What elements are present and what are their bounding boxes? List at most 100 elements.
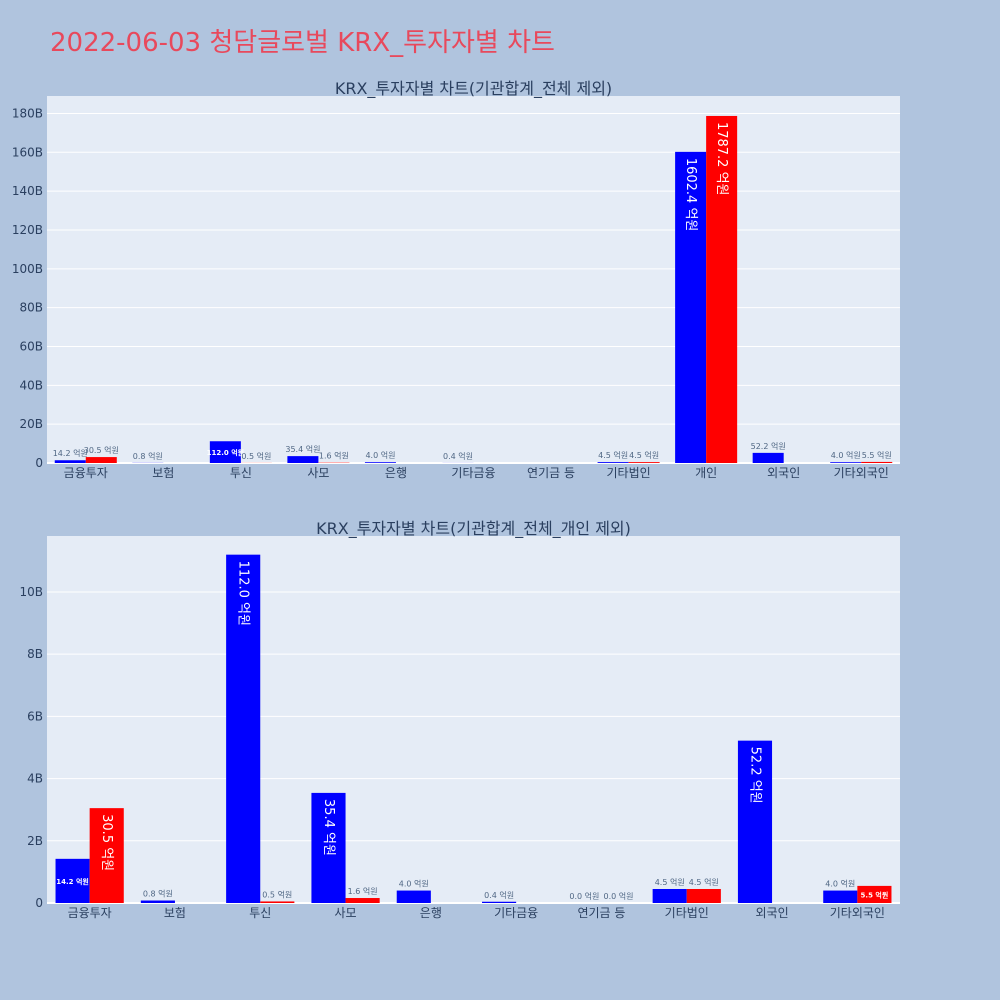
data-label: 0.0 억원: [604, 891, 634, 901]
y-tick-label: 2B: [27, 834, 43, 848]
chart-title: KRX_투자자별 차트(기관합계_전체_개인 제외): [316, 519, 631, 539]
x-tick-label: 은행: [420, 905, 442, 920]
x-tick-label: 기타법인: [607, 466, 651, 480]
x-tick-label: 연기금 등: [577, 906, 625, 920]
x-tick-label: 연기금 등: [527, 466, 575, 480]
bar: [823, 890, 858, 903]
x-tick-label: 기타금융: [494, 906, 538, 920]
x-tick-label: 기타법인: [665, 906, 709, 920]
data-label: 0.5 억원: [262, 889, 292, 899]
bar: [628, 462, 660, 463]
bar: [830, 462, 862, 463]
bar: [597, 462, 629, 463]
chart-1: 0 20B 40B 60B 80B 100B 120B 140B 160B 180B KRX_투자자…: [12, 79, 900, 480]
data-label: 0.5 억원: [241, 451, 271, 461]
data-label: 14.2 억원: [56, 877, 89, 886]
data-label: 14.2 억원: [53, 448, 88, 458]
y-tick-label: 140B: [12, 184, 43, 198]
y-tick-label: 100B: [12, 262, 43, 276]
bar: [652, 889, 687, 903]
bar: [85, 457, 117, 463]
bar: [260, 901, 295, 903]
data-label: 35.4 억원: [285, 444, 320, 454]
data-label: 1.6 억원: [319, 451, 349, 461]
bar: [311, 792, 346, 903]
y-tick-label: 60B: [19, 339, 43, 353]
data-label: 4.5 억원: [598, 450, 628, 460]
bar: [675, 151, 707, 463]
y-tick-label: 20B: [19, 417, 43, 431]
data-label: 0.8 억원: [143, 889, 173, 899]
bar: [686, 889, 721, 903]
bar: [482, 901, 517, 903]
data-label: 4.5 억원: [629, 450, 659, 460]
bar: [54, 460, 86, 463]
y-tick-label: 160B: [12, 145, 43, 159]
bar: [287, 456, 319, 463]
y-tick-label: 10B: [19, 585, 43, 599]
data-label: 52.2 억원: [747, 747, 762, 804]
y-tick-label: 0: [35, 456, 43, 470]
data-label: 0.8 억원: [133, 451, 163, 461]
x-tick-label: 은행: [385, 465, 407, 480]
bar: [364, 462, 396, 463]
data-label: 0.0 억원: [569, 891, 599, 901]
data-label: 30.5 억원: [99, 814, 114, 871]
data-label: 4.5 억원: [689, 877, 719, 887]
x-tick-label: 보험: [152, 466, 174, 480]
y-tick-label: 180B: [12, 106, 43, 120]
x-tick-label: 투신: [230, 466, 252, 480]
bar: [55, 858, 90, 903]
chart-title: KRX_투자자별 차트(기관합계_전체 제외): [335, 79, 612, 99]
x-tick-label: 사모: [307, 466, 329, 480]
y-tick-label: 0: [35, 896, 43, 910]
y-tick-label: 8B: [27, 647, 43, 661]
y-tick-label: 120B: [12, 223, 43, 237]
data-label: 4.5 억원: [655, 877, 685, 887]
y-tick-label: 40B: [19, 378, 43, 392]
y-tick-label: 80B: [19, 301, 43, 315]
data-label: 0.4 억원: [443, 451, 473, 461]
bar: [89, 808, 124, 903]
data-label: 112.0 억원: [207, 448, 244, 457]
data-label: 4.0 억원: [825, 879, 855, 889]
x-tick-label: 외국인: [767, 466, 800, 480]
data-label: 5.5 억원: [862, 450, 892, 460]
x-tick-label: 외국인: [755, 906, 788, 920]
data-label: 4.0 억원: [399, 879, 429, 889]
bar: [737, 740, 773, 903]
x-tick-label: 보험: [164, 906, 186, 920]
data-label: 1602.4 억원: [683, 158, 698, 232]
plot-area: [47, 96, 900, 463]
page-title: 2022-06-03 청담글로벌 KRX_투자자별 차트: [50, 28, 555, 58]
data-label: 4.0 억원: [831, 450, 861, 460]
x-tick-label: 기타금융: [451, 466, 495, 480]
x-tick-label: 기타외국인: [830, 906, 885, 920]
data-label: 1.6 억원: [348, 886, 378, 896]
data-label: 0.4 억원: [484, 890, 514, 900]
data-label: 30.5 억원: [84, 445, 119, 455]
bar: [396, 890, 431, 903]
bar: [706, 115, 738, 463]
data-label: 112.0 억원: [236, 561, 251, 626]
data-label: 35.4 억원: [321, 799, 336, 856]
bar: [209, 441, 241, 463]
x-tick-label: 개인: [695, 466, 717, 480]
bar: [857, 885, 892, 903]
y-tick-label: 6B: [27, 709, 43, 723]
bar: [752, 452, 784, 463]
data-label: 4.0 억원: [365, 450, 395, 460]
bar: [140, 900, 175, 903]
x-tick-label: 기타외국인: [834, 466, 889, 480]
y-tick-label: 4B: [27, 772, 43, 786]
data-label: 1787.2 억원: [714, 122, 729, 196]
bar: [345, 898, 380, 903]
x-tick-label: 금융투자: [64, 466, 108, 480]
data-label: 52.2 억원: [751, 441, 786, 451]
x-tick-label: 금융투자: [68, 906, 112, 920]
chart-2: 0 2B 4B 6B 8B 10B KRX_투자자별 차트(기관합계_전체_개인 제외) 금융…: [19, 519, 900, 920]
x-tick-label: 투신: [249, 906, 271, 920]
bar: [861, 461, 893, 463]
